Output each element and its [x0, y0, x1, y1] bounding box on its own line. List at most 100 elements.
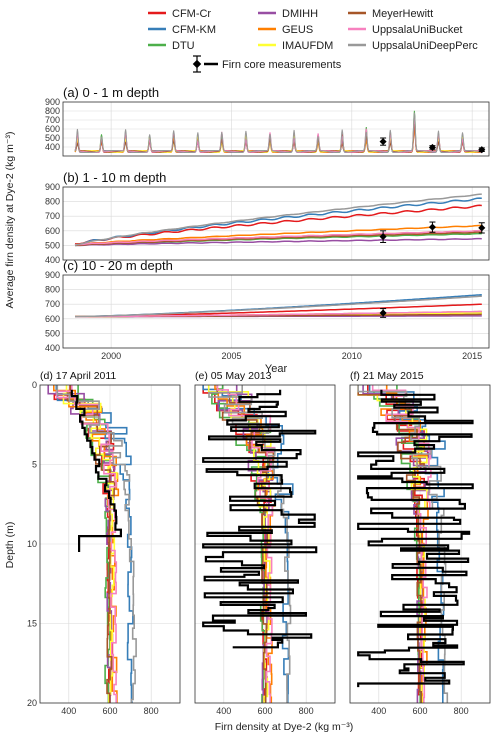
x-tick-label: 800: [299, 706, 314, 716]
legend-label: UppsalaUniDeepPerc: [372, 40, 478, 52]
panel-d: (d) 17 April 2011 400 600 800 0 5 10 15 20: [27, 370, 181, 716]
y-tick-label: 900: [45, 182, 60, 192]
profile-y-axis-label: Depth (m): [4, 522, 16, 569]
panel-title: (a) 0 - 1 m depth: [63, 85, 159, 100]
panel-title: (d) 17 April 2011: [40, 370, 116, 382]
panel-e: (e) 05 May 2013 400 600 800: [194, 370, 336, 716]
y-tick-label: 600: [45, 314, 60, 324]
legend-entry-dmihh: DMIHH: [258, 8, 318, 20]
legend-entry-uppsalaunibucket: UppsalaUniBucket: [348, 24, 463, 36]
series-line-geus: [74, 129, 482, 153]
legend-entry-imaufdm: IMAUFDM: [258, 40, 333, 52]
x-tick-label: 2005: [221, 351, 241, 361]
panel-c: (c) 10 - 20 m depth400500600700800900200…: [45, 258, 490, 375]
y-tick-label: 600: [45, 226, 60, 236]
x-tick-label: 400: [61, 706, 76, 716]
firn-core-profile: [357, 389, 474, 688]
firn-core-profile: [70, 389, 122, 552]
y-tick-label: 700: [45, 299, 60, 309]
y-tick-label: 400: [45, 343, 60, 353]
series-line-cfm-cr: [74, 204, 482, 245]
y-tick-label: 700: [45, 115, 60, 125]
legend-entry-meyerhewitt: MeyerHewitt: [348, 8, 433, 20]
legend-entry-uppsalaunideepperc: UppsalaUniDeepPerc: [348, 40, 478, 52]
y-tick-label: 800: [45, 197, 60, 207]
profile-x-axis-label: Firn density at Dye-2 (kg m⁻³): [215, 721, 354, 733]
observation-point: [379, 230, 387, 243]
y-tick-label: 800: [45, 285, 60, 295]
legend-label: MeyerHewitt: [372, 8, 433, 20]
series-line-uppsalaunideepperc: [74, 193, 482, 247]
x-tick-label: 600: [412, 706, 427, 716]
x-tick-label: 600: [257, 706, 272, 716]
legend-label: CFM-Cr: [172, 8, 211, 20]
profile-line-uppsalaunideepperc: [56, 385, 137, 703]
panel-title: (c) 10 - 20 m depth: [63, 258, 173, 273]
series-line-uppsalaunibucket: [75, 310, 482, 318]
y-tick-label: 10: [27, 539, 37, 549]
legend-label: CFM-KM: [172, 24, 216, 36]
panel-b: (b) 1 - 10 m depth 400 500 600 700 800 900: [45, 170, 490, 265]
series-line-uppsalaunibucket: [74, 229, 482, 246]
y-tick-label: 15: [27, 619, 37, 629]
x-tick-label: 2010: [342, 351, 362, 361]
observation-point: [428, 143, 436, 151]
x-tick-label: 400: [216, 706, 231, 716]
panel-title: (b) 1 - 10 m depth: [63, 170, 166, 185]
y-tick-label: 20: [27, 698, 37, 708]
legend-label: DTU: [172, 40, 195, 52]
y-tick-label: 0: [32, 380, 37, 390]
legend-entry-observations: Firn core measurements: [192, 55, 342, 73]
legend-label: GEUS: [282, 24, 313, 36]
legend-obs-label: Firn core measurements: [222, 59, 342, 71]
observation-point: [379, 308, 387, 318]
x-tick-label: 2000: [101, 351, 121, 361]
panel-title: (e) 05 May 2013: [195, 370, 272, 382]
y-tick-label: 400: [45, 255, 60, 265]
legend: CFM-Cr CFM-KM DTU DMIHH GEUS IMAUFDM MeyerHewi…: [148, 8, 478, 73]
y-tick-label: 400: [45, 142, 60, 152]
profile-line-meyerhewitt: [357, 385, 425, 703]
legend-label: IMAUFDM: [282, 40, 333, 52]
legend-entry-geus: GEUS: [258, 24, 313, 36]
legend-label: DMIHH: [282, 8, 318, 20]
series-line-uppsalaunideepperc: [75, 295, 482, 318]
y-tick-label: 500: [45, 133, 60, 143]
observation-point: [478, 146, 486, 154]
legend-entry-cfm-cr: CFM-Cr: [148, 8, 211, 20]
x-tick-label: 800: [454, 706, 469, 716]
y-tick-label: 500: [45, 240, 60, 250]
x-axis-label: Year: [265, 363, 288, 375]
panel-f: (f) 21 May 2015 400 600 800: [349, 370, 491, 716]
panel-title: (f) 21 May 2015: [350, 370, 424, 382]
timeseries-y-axis-label: Average firn density at Dye-2 (kg m⁻³): [4, 132, 16, 309]
profile-line-imaufdm: [62, 385, 118, 703]
x-tick-label: 800: [144, 706, 159, 716]
observation-point: [478, 222, 486, 234]
legend-label: UppsalaUniBucket: [372, 24, 463, 36]
legend-entry-cfm-km: CFM-KM: [148, 24, 216, 36]
y-tick-label: 800: [45, 106, 60, 116]
series-line-uppsalaunideepperc: [74, 112, 482, 153]
y-tick-label: 700: [45, 211, 60, 221]
y-tick-label: 500: [45, 328, 60, 338]
y-tick-label: 600: [45, 124, 60, 134]
series-line-dtu: [74, 110, 482, 153]
x-tick-label: 400: [371, 706, 386, 716]
legend-entry-dtu: DTU: [148, 40, 195, 52]
series-line-geus: [74, 224, 482, 246]
x-tick-label: 2015: [462, 351, 482, 361]
y-tick-label: 900: [45, 97, 60, 107]
series-line-meyerhewitt: [74, 231, 482, 247]
x-tick-label: 600: [102, 706, 117, 716]
series-line-dmihh: [74, 127, 482, 153]
series-line-dmihh: [75, 237, 482, 247]
y-tick-label: 5: [32, 460, 37, 470]
y-tick-label: 900: [45, 270, 60, 280]
observation-point: [428, 221, 436, 233]
observation-point: [379, 137, 387, 146]
firn-core-profile: [202, 389, 318, 649]
